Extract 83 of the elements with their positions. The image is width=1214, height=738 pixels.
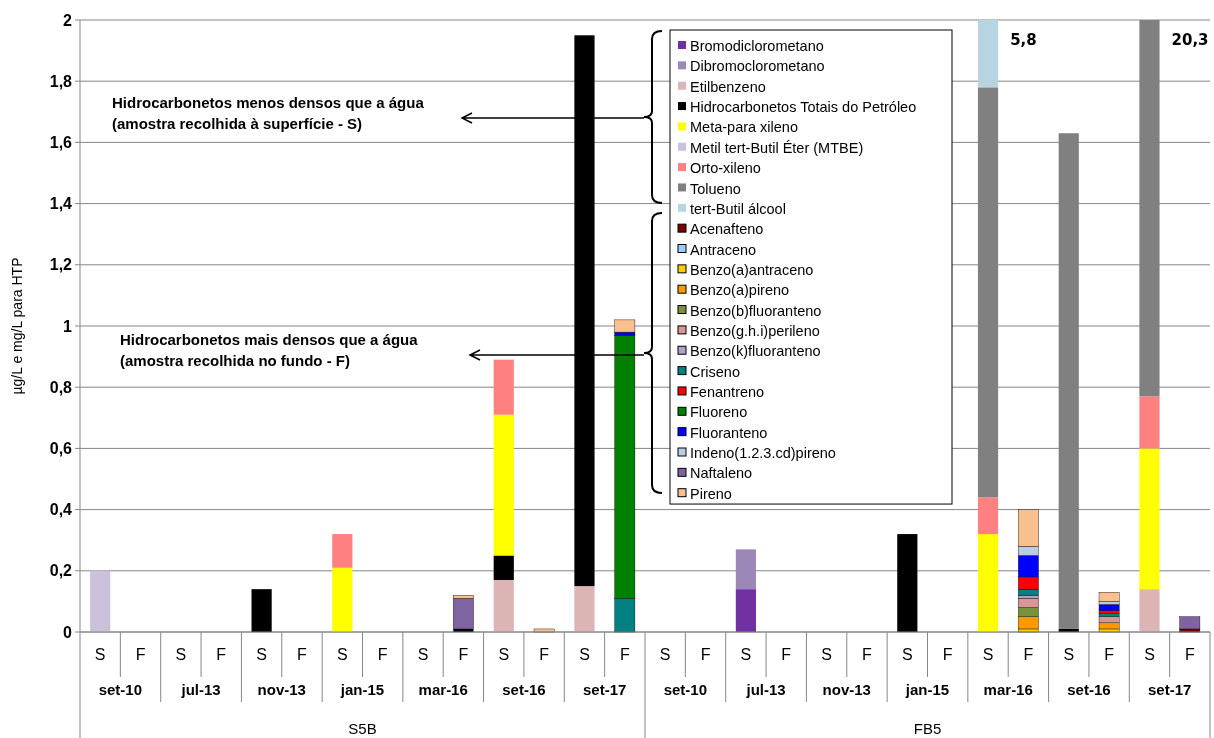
x-tick-label: F [458,646,469,663]
y-tick-label: 1,2 [49,256,73,274]
text: set-17 [582,681,627,698]
legend-label: Antraceno [690,241,757,258]
annotation: Hidrocarbonetos menos densos que a água (amostra recolhida à superfície - S) [112,94,425,132]
legend-label: Fluoranteno [690,424,768,441]
x-tick-label: S [982,646,994,663]
legend-label: Benzo(g.h.i)perileno [690,322,820,339]
y-tick-label: 1,4 [49,195,73,213]
legend-label: Fluoreno [690,404,748,421]
y-tick-label: 0 [63,623,73,641]
text: FB5 [913,720,942,737]
text: nov-13 [822,681,871,698]
y-tick-label: 0,4 [49,501,73,519]
y-tick-label: 1 [63,317,73,335]
text: set-16 [1067,681,1111,698]
x-tick-label: F [700,646,711,663]
legend-label: Benzo(a)antraceno [690,261,814,278]
text: set-10 [663,681,708,698]
x-tick-label: S [498,646,510,663]
text: jan-15 [339,681,385,698]
y-axis-title: µg/L e mg/L para HTP [9,257,25,395]
text: S5B [348,720,377,737]
x-tick-label: S [417,646,429,663]
legend-label: Metil tert-Butil Éter (MTBE) [690,139,864,156]
text: jul-13 [745,681,786,698]
y-tick-label: 0,8 [49,378,73,396]
annotation: Hidrocarbonetos mais densos que a água (amostra recolhida no fundo - F) [120,331,419,369]
annotation: 5,8 [1010,31,1037,49]
text: jan-15 [904,681,950,698]
x-tick-label: F [539,646,550,663]
text: mar-16 [983,681,1033,698]
legend-label: Etilbenzeno [690,78,766,95]
legend-label: Naftaleno [690,465,753,482]
x-tick-label: F [862,646,873,663]
x-tick-label: F [377,646,388,663]
x-tick-label: F [781,646,792,663]
legend-label: Benzo(k)fluoranteno [690,343,821,360]
x-tick-label: F [619,646,630,663]
x-tick-label: S [740,646,752,663]
x-tick-label: F [1184,646,1195,663]
legend-label: Acenafteno [690,221,764,238]
x-tick-label: F [1104,646,1115,663]
x-tick-label: F [942,646,953,663]
x-tick-label: S [579,646,590,663]
legend-label: Criseno [690,363,740,380]
x-tick-label: F [135,646,146,663]
legend-label: Pireno [690,485,732,502]
y-tick-label: 0,2 [49,562,73,580]
legend-label: tert-Butil álcool [690,200,786,217]
legend-label: Fenantreno [690,384,765,401]
x-tick-label: S [1144,646,1155,663]
legend-label: Bromodiclorometano [690,38,824,55]
x-tick-label: S [821,646,832,663]
legend-label: Tolueno [690,180,741,197]
text: jul-13 [180,681,221,698]
text: mar-16 [418,681,468,698]
y-tick-label: 1,6 [49,134,73,151]
x-tick-label: F [1023,646,1034,663]
legend-label: Hidrocarbonetos Totais do Petróleo [690,99,917,116]
x-tick-label: F [216,646,227,663]
legend-label: Benzo(a)pireno [690,282,790,299]
text: set-16 [502,681,546,698]
x-tick-label: S [901,646,913,663]
x-tick-label: S [175,646,187,663]
legend-label: Dibromoclorometano [690,58,825,75]
y-tick-label: 0,6 [49,440,73,457]
annotation: 20,3 [1171,31,1209,49]
y-tick-label: 1,8 [49,72,73,90]
x-tick-label: S [94,646,106,663]
x-tick-label: S [336,646,348,663]
legend-label: Orto-xileno [690,160,761,177]
legend-label: Benzo(b)fluoranteno [690,302,822,319]
x-tick-label: S [256,646,267,663]
legend-label: Meta-para xileno [690,119,798,136]
x-tick-label: S [659,646,671,663]
text: set-17 [1147,681,1192,698]
text: set-10 [98,681,143,698]
text: nov-13 [257,681,306,698]
x-tick-label: S [1063,646,1075,663]
x-tick-label: F [297,646,308,663]
legend-label: Indeno(1.2.3.cd)pireno [690,445,836,462]
y-tick-label: 2 [63,11,73,29]
